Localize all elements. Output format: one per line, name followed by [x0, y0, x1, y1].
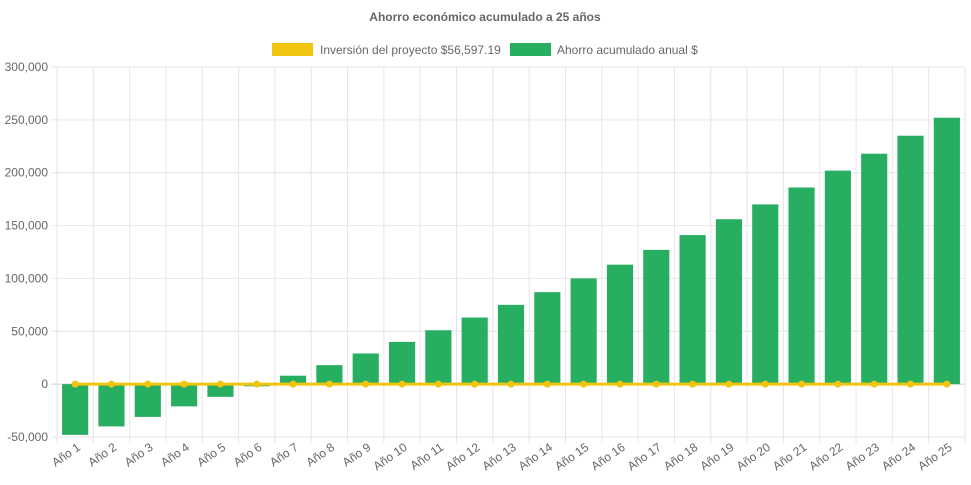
y-tick-label: 150,000 [5, 219, 49, 233]
line-point [71, 380, 79, 388]
bar [461, 317, 488, 385]
bar [425, 330, 452, 385]
bar [388, 341, 416, 385]
x-tick-label: Año 22 [806, 440, 845, 473]
line-point [289, 380, 297, 388]
legend-item[interactable]: Ahorro acumulado anual $ [510, 43, 698, 57]
x-tick-label: Año 21 [770, 440, 809, 473]
x-tick-label: Año 15 [552, 440, 591, 473]
y-tick-label: 100,000 [5, 271, 49, 285]
bar [352, 353, 379, 385]
bar [824, 170, 851, 385]
y-axis: -50,000 0 50,000 100,000 150,000 200,000 250,0… [5, 60, 49, 444]
x-tick-label: Año 14 [516, 440, 555, 473]
x-tick-label: Año 8 [303, 440, 337, 470]
line-series [71, 380, 951, 388]
line-point [689, 380, 697, 388]
legend: Inversión del proyecto $56,597.19 Ahorro … [272, 43, 698, 57]
x-tick-label: Año 9 [340, 440, 374, 470]
bar [62, 384, 89, 435]
line-point [543, 380, 551, 388]
x-tick-label: Año 16 [588, 440, 627, 473]
bar [752, 204, 779, 385]
y-tick-label: 50,000 [11, 324, 48, 338]
x-tick-label: Año 12 [443, 440, 482, 473]
bar [280, 375, 307, 385]
bar [534, 292, 561, 385]
bar [897, 135, 924, 385]
line-point [107, 380, 115, 388]
legend-label: Ahorro acumulado anual $ [557, 43, 698, 57]
bar [207, 384, 234, 397]
bar [134, 384, 161, 417]
bar [98, 384, 125, 427]
x-tick-label: Año 17 [625, 440, 664, 473]
line-point [507, 380, 515, 388]
legend-swatch [510, 43, 551, 56]
line-point [216, 380, 224, 388]
line-point [180, 380, 188, 388]
x-tick-label: Año 24 [879, 440, 918, 473]
x-tick-label: Año 18 [661, 440, 700, 473]
line-point [798, 380, 806, 388]
bar [715, 219, 742, 385]
x-tick-label: Año 7 [267, 440, 301, 470]
bar [788, 187, 815, 385]
line-point [943, 380, 951, 388]
bar [861, 153, 888, 385]
y-tick-label: 250,000 [5, 113, 49, 127]
bar [570, 278, 597, 385]
bar [497, 304, 525, 385]
bar [643, 249, 670, 385]
line-point [652, 380, 660, 388]
line-point [144, 380, 152, 388]
x-tick-label: Año 6 [231, 440, 265, 470]
chart-title: Ahorro económico acumulado a 25 años [369, 10, 601, 24]
bar [679, 235, 706, 385]
line-point [253, 380, 261, 388]
y-tick-label: 0 [41, 377, 48, 391]
x-tick-label: Año 25 [915, 440, 954, 473]
bar [171, 384, 198, 407]
bar [316, 365, 343, 385]
x-tick-label: Año 23 [843, 440, 882, 473]
x-tick-label: Año 2 [85, 440, 119, 470]
x-tick-label: Año 11 [408, 440, 447, 473]
line-point [471, 380, 479, 388]
line-point [362, 380, 370, 388]
line-point [834, 380, 842, 388]
bar [606, 264, 634, 385]
x-tick-label: Año 19 [697, 440, 736, 473]
line-point [725, 380, 733, 388]
x-tick-label: Año 3 [122, 440, 156, 470]
line-point [580, 380, 588, 388]
x-tick-label: Año 20 [734, 440, 773, 473]
line-point [870, 380, 878, 388]
y-tick-label: 200,000 [5, 166, 49, 180]
x-tick-label: Año 10 [371, 440, 410, 473]
y-tick-label: 300,000 [5, 60, 49, 74]
x-axis: Año 1 Año 2 Año 3 Año 4 Año 5 Año 6 Año 7 Año 8… [49, 440, 955, 473]
grid [51, 66, 966, 443]
line-point [325, 380, 333, 388]
line-point [434, 380, 442, 388]
x-tick-label: Año 5 [194, 440, 228, 470]
x-tick-label: Año 4 [158, 440, 192, 470]
line-point [616, 380, 624, 388]
legend-label: Inversión del proyecto $56,597.19 [320, 43, 501, 57]
line-point [907, 380, 915, 388]
legend-swatch [272, 43, 313, 56]
x-tick-label: Año 1 [49, 440, 83, 470]
legend-item[interactable]: Inversión del proyecto $56,597.19 [272, 43, 501, 57]
x-tick-label: Año 13 [480, 440, 519, 473]
y-tick-label: -50,000 [7, 430, 48, 444]
line-point [761, 380, 769, 388]
bar-series [62, 117, 960, 435]
bar [933, 117, 960, 385]
line-point [398, 380, 406, 388]
